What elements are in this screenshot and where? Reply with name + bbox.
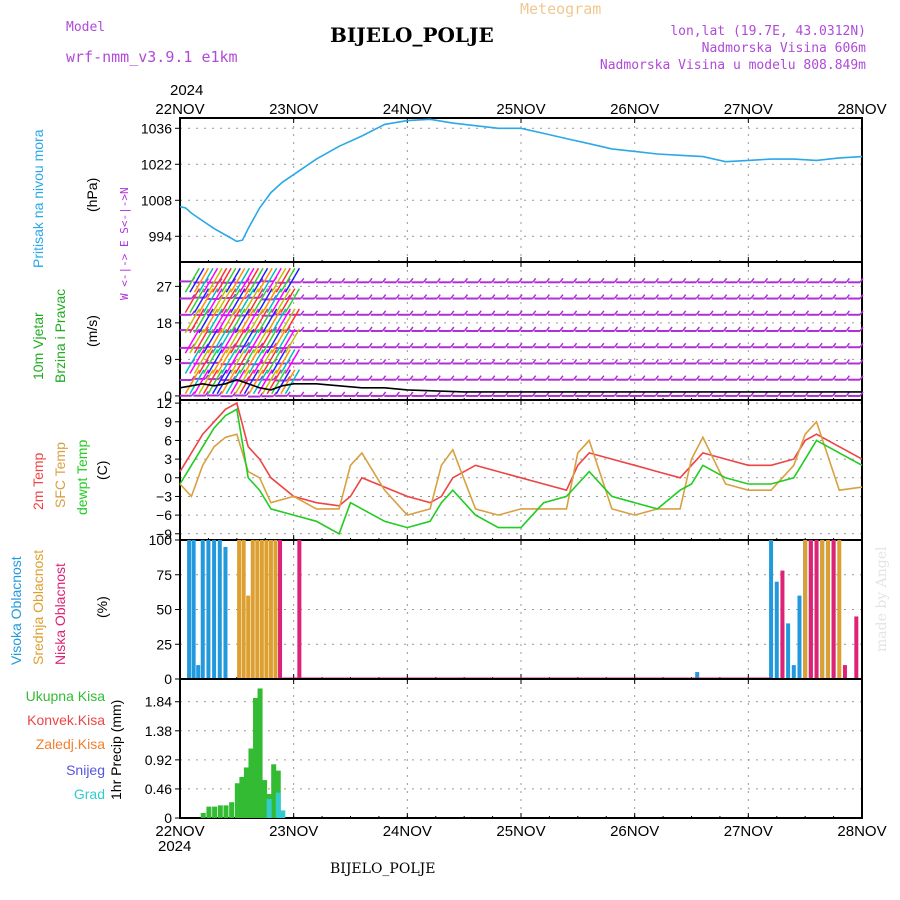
- bar-niska-oblacnost: [832, 540, 836, 679]
- bar-niska-oblacnost: [843, 665, 847, 679]
- xtick-top-label: 26NOV: [610, 101, 659, 118]
- ytick-label: 25: [156, 636, 172, 652]
- bar-visoka-oblacnost: [792, 665, 796, 679]
- ytick-label: 1.38: [145, 723, 172, 739]
- ytick-label: 0: [164, 671, 172, 687]
- xtick-bottom-label: 28NOV: [837, 823, 886, 840]
- xtick-top-label: 27NOV: [724, 101, 773, 118]
- bar-visoka-oblacnost: [192, 540, 196, 679]
- bar-srednja-oblacnost: [269, 540, 273, 679]
- bar-niska-oblacnost: [297, 540, 301, 679]
- bar-ukupna-kisa: [253, 698, 258, 818]
- ytick-label: 12: [156, 395, 172, 411]
- bar-visoka-oblacnost: [797, 596, 801, 679]
- ytick-label: 3: [164, 451, 172, 467]
- bar-niska-oblacnost: [809, 540, 813, 679]
- ytick-label: 1036: [141, 120, 172, 136]
- ytick-label: 1022: [141, 156, 172, 172]
- bar-ukupna-kisa: [248, 749, 253, 819]
- bar-srednja-oblacnost: [251, 540, 255, 679]
- bar-ukupna-kisa: [223, 805, 228, 818]
- series-line-sfc-temp: [180, 422, 862, 515]
- bar-srednja-oblacnost: [273, 540, 277, 679]
- ytick-label: 6: [164, 432, 172, 448]
- bar-niska-oblacnost: [815, 540, 819, 679]
- bar-ukupna-kisa: [262, 780, 267, 818]
- ytick-label: 1.84: [145, 694, 172, 710]
- bar-niska-oblacnost: [780, 571, 784, 679]
- ytick-label: 0.92: [145, 752, 172, 768]
- ytick-label: 0: [164, 810, 172, 826]
- xtick-bottom-label: 27NOV: [724, 823, 773, 840]
- bar-visoka-oblacnost: [206, 540, 210, 679]
- bar-graupel: [280, 810, 285, 818]
- bar-niska-oblacnost: [278, 540, 282, 679]
- xtick-top-label: 22NOV: [155, 101, 204, 118]
- panel-frame: [180, 400, 862, 540]
- bar-ukupna-kisa: [235, 783, 240, 818]
- bar-srednja-oblacnost: [260, 540, 264, 679]
- xtick-bottom-label: 23NOV: [269, 823, 318, 840]
- panel-frame: [180, 679, 862, 818]
- ytick-label: 994: [149, 228, 173, 244]
- ytick-label: 1008: [141, 192, 172, 208]
- bar-visoka-oblacnost: [775, 582, 779, 679]
- xtick-bottom-label: 26NOV: [610, 823, 659, 840]
- bar-srednja-oblacnost: [820, 540, 824, 679]
- bar-graupel: [276, 793, 281, 818]
- ytick-label: −3: [156, 488, 172, 504]
- ytick-label: 75: [156, 567, 172, 583]
- wind-compass-label: W <-|-> E S<-|->N: [118, 187, 131, 300]
- bar-ukupna-kisa: [218, 805, 223, 818]
- xtick-bottom-label: 22NOV: [155, 823, 204, 840]
- bar-srednja-oblacnost: [255, 540, 259, 679]
- bar-ukupna-kisa: [239, 777, 244, 818]
- bar-ukupna-kisa: [244, 767, 249, 818]
- bar-ukupna-kisa: [201, 813, 206, 818]
- bar-visoka-oblacnost: [218, 540, 222, 679]
- ytick-label: 9: [164, 414, 172, 430]
- bar-visoka-oblacnost: [196, 665, 200, 679]
- bar-visoka-oblacnost: [201, 540, 205, 679]
- bar-srednja-oblacnost: [803, 540, 807, 679]
- xtick-bottom-label: 24NOV: [383, 823, 432, 840]
- bar-visoka-oblacnost: [187, 540, 191, 679]
- ytick-label: 50: [156, 602, 172, 618]
- ytick-label: 0.46: [145, 781, 172, 797]
- xtick-top-label: 28NOV: [837, 101, 886, 118]
- bar-visoka-oblacnost: [786, 623, 790, 679]
- ytick-label: 9: [164, 351, 172, 367]
- bar-srednja-oblacnost: [837, 540, 841, 679]
- bar-graupel: [267, 799, 272, 818]
- xtick-top-label: 25NOV: [496, 101, 545, 118]
- ytick-label: 18: [156, 315, 172, 331]
- xtick-top-label: 23NOV: [269, 101, 318, 118]
- bar-srednja-oblacnost: [264, 540, 268, 679]
- bar-srednja-oblacnost: [246, 596, 250, 679]
- panel-frame: [180, 540, 862, 679]
- bar-srednja-oblacnost: [826, 540, 830, 679]
- bar-visoka-oblacnost: [212, 540, 216, 679]
- bar-visoka-oblacnost: [769, 540, 773, 679]
- bar-ukupna-kisa: [229, 802, 234, 818]
- ytick-label: 27: [156, 278, 172, 294]
- bar-ukupna-kisa: [206, 807, 211, 818]
- ytick-label: −6: [156, 507, 172, 523]
- bar-srednja-oblacnost: [237, 540, 241, 679]
- xtick-bottom-label: 25NOV: [496, 823, 545, 840]
- ytick-label: 100: [149, 532, 173, 548]
- bar-niska-oblacnost: [854, 616, 858, 679]
- bar-ukupna-kisa: [212, 807, 217, 818]
- ytick-label: 0: [164, 470, 172, 486]
- bar-ukupna-kisa: [258, 688, 263, 818]
- bar-ukupna-kisa: [271, 764, 276, 818]
- series-line-dewpt-temp: [180, 409, 862, 534]
- xtick-top-label: 24NOV: [383, 101, 432, 118]
- bar-srednja-oblacnost: [242, 540, 246, 679]
- bar-visoka-oblacnost: [223, 547, 227, 679]
